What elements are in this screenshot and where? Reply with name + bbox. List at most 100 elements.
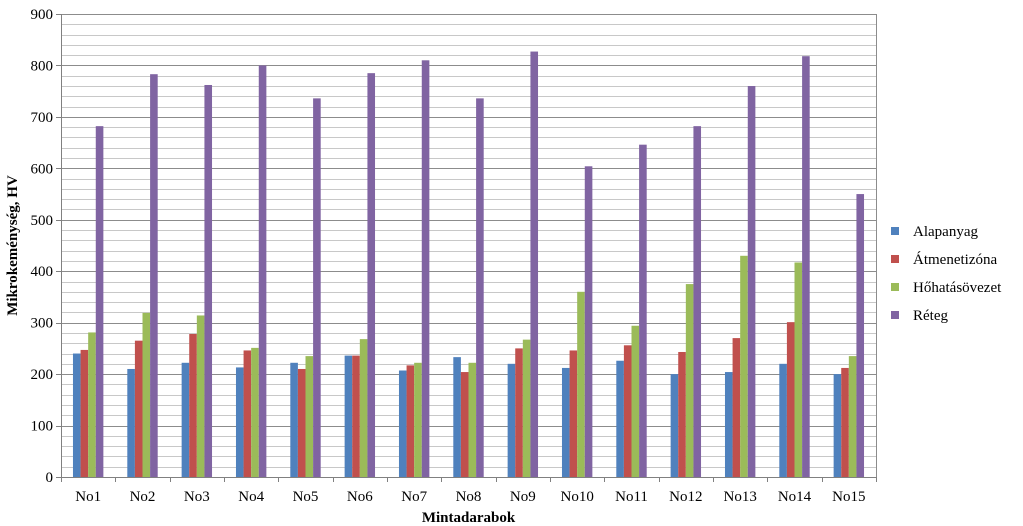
x-tick-label: No3 [184, 489, 210, 505]
bar-No3-s4 [204, 84, 213, 478]
y-tick-label: 900 [31, 7, 54, 23]
x-tick-label: No11 [615, 489, 648, 505]
bar-No15-s3 [848, 356, 857, 477]
bar-No4-s3 [251, 347, 259, 477]
bar-No7-s3 [414, 362, 422, 477]
bar-No2-s1 [127, 368, 135, 477]
bar-No2-s2 [134, 340, 143, 477]
bar-No6-s2 [352, 355, 360, 477]
y-tick-label: 600 [31, 161, 54, 177]
legend-label: Réteg [913, 308, 948, 324]
bar-No5-s3 [305, 356, 314, 477]
y-tick-label: 300 [31, 316, 54, 332]
bar-No12-s4 [693, 126, 702, 478]
bar-No1-s1 [72, 353, 81, 477]
legend-label: Alapanyag [913, 224, 978, 240]
legend-label: Hőhatásövezet [913, 280, 1002, 296]
bar-No5-s1 [290, 362, 298, 477]
y-tick-label: 500 [31, 213, 54, 229]
x-tick-label: No14 [778, 489, 812, 505]
y-tick-label: 400 [31, 264, 54, 280]
bar-No11-s4 [639, 144, 647, 478]
bar-No5-s2 [297, 368, 306, 477]
bar-No3-s3 [196, 315, 205, 477]
bar-No8-s3 [468, 362, 477, 477]
x-tick-label: No8 [456, 489, 482, 505]
x-tick-label: No10 [560, 489, 593, 505]
bar-No12-s3 [685, 284, 694, 477]
x-tick-label: No7 [401, 489, 427, 505]
bar-No5-s4 [313, 98, 321, 478]
legend: Alapanyag Átmenetizóna Hőhatásövezet Réteg [891, 224, 1002, 324]
bar-No2-s3 [142, 312, 151, 477]
bar-No9-s4 [530, 51, 539, 478]
x-tick-label: No6 [347, 489, 373, 505]
x-tick-label: No2 [130, 489, 156, 505]
bar-No13-s1 [724, 372, 733, 477]
x-tick-label: No13 [723, 489, 756, 505]
legend-label: Átmenetizóna [913, 251, 997, 268]
y-tick-label: 100 [31, 419, 54, 435]
legend-swatch [891, 311, 899, 319]
bar-No15-s2 [841, 367, 849, 477]
bar-No15-s4 [856, 194, 865, 477]
bar-No9-s1 [507, 363, 516, 477]
x-axis-title: Mintadarabok [422, 510, 516, 526]
bar-No6-s4 [367, 73, 376, 477]
bar-No7-s1 [398, 370, 407, 477]
x-tick-label: No9 [510, 489, 536, 505]
bar-No1-s4 [95, 126, 104, 478]
tick-labels: 0 100 200 300 400 500 600 700 800 900 No1 No2 No3 No4… [31, 7, 866, 505]
y-axis-title: Mikrokeménység, HV [5, 175, 21, 316]
bar-No4-s2 [243, 350, 252, 477]
bar-No12-s1 [670, 374, 679, 477]
bar-No6-s3 [359, 339, 368, 477]
bar-No13-s4 [747, 86, 756, 478]
bar-No14-s3 [794, 262, 803, 477]
x-tick-label: No1 [75, 489, 101, 505]
bar-No7-s2 [406, 365, 415, 477]
bar-No1-s2 [80, 349, 89, 477]
x-tick-label: No4 [238, 489, 264, 505]
bar-No3-s1 [181, 362, 190, 477]
bar-No10-s3 [577, 291, 585, 477]
bars [72, 51, 865, 478]
bar-No3-s2 [189, 333, 197, 477]
bar-No11-s3 [631, 325, 640, 477]
bar-No11-s2 [623, 345, 632, 477]
bar-No9-s2 [515, 348, 523, 477]
x-tick-label: No15 [832, 489, 865, 505]
bar-No15-s1 [833, 374, 842, 477]
bar-No7-s4 [421, 60, 430, 478]
y-tick-label: 700 [31, 110, 54, 126]
bar-No9-s3 [522, 339, 531, 477]
x-tick-label: No5 [293, 489, 319, 505]
bar-No8-s4 [476, 98, 484, 478]
bar-No10-s4 [584, 166, 593, 477]
legend-swatch [891, 255, 899, 263]
legend-swatch [891, 283, 899, 291]
x-tick-label: No12 [669, 489, 702, 505]
bar-No13-s2 [732, 338, 741, 477]
bar-No4-s1 [235, 367, 244, 477]
bar-No4-s4 [258, 65, 267, 477]
legend-swatch [891, 227, 899, 235]
axes [56, 14, 877, 482]
bar-No14-s4 [802, 56, 810, 478]
bar-No10-s2 [569, 350, 578, 477]
bar-No1-s3 [88, 332, 96, 477]
bar-No6-s1 [344, 355, 353, 477]
y-tick-label: 800 [31, 58, 54, 74]
bar-No8-s1 [453, 357, 461, 477]
bar-No14-s1 [779, 363, 787, 477]
bar-No2-s4 [150, 74, 158, 477]
bar-No13-s3 [740, 255, 748, 477]
bar-No10-s1 [561, 367, 570, 477]
bar-No11-s1 [616, 360, 624, 477]
bar-No14-s2 [786, 322, 795, 477]
bar-No8-s2 [460, 372, 469, 477]
bar-No12-s2 [678, 351, 686, 477]
y-tick-label: 0 [46, 470, 54, 486]
y-tick-label: 200 [31, 367, 54, 383]
